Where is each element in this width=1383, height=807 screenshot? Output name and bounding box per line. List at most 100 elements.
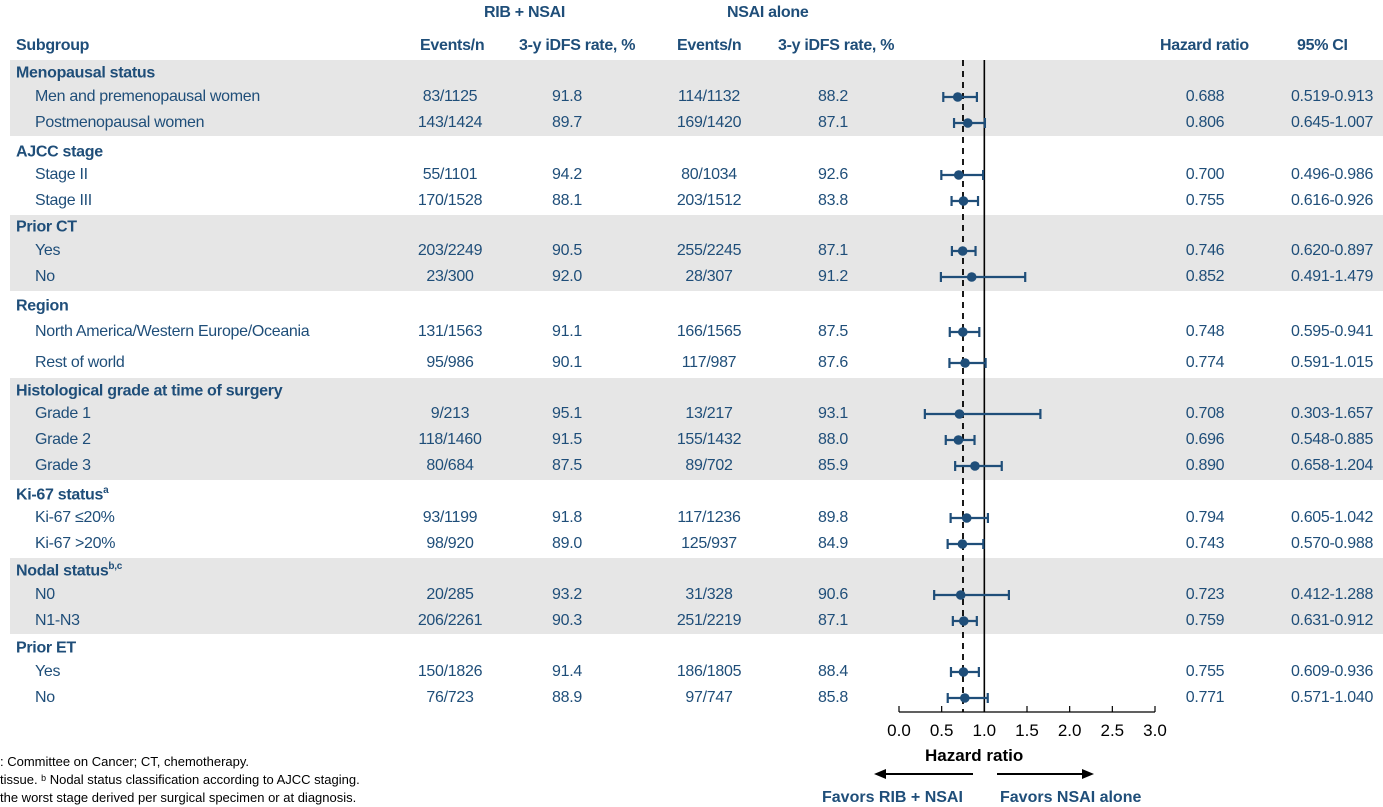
footnote-2: tissue. ᵇ Nodal status classification ac…: [0, 772, 360, 787]
row-label: Grade 1: [35, 405, 91, 422]
cell-rate-rib: 91.5: [552, 431, 582, 448]
cell-ci: 0.595-0.941: [1290, 323, 1374, 340]
header-nsai-group: NSAI alone: [727, 4, 809, 21]
cell-events-rib: 76/723: [426, 689, 474, 706]
cell-ci: 0.658-1.204: [1290, 457, 1374, 474]
cell-events-nsai: 13/217: [685, 405, 733, 422]
cell-events-rib: 206/2261: [417, 612, 483, 629]
cell-hazard-ratio: 0.696: [1185, 431, 1225, 448]
cell-events-rib: 9/213: [430, 405, 470, 422]
cell-hazard-ratio: 0.890: [1185, 457, 1225, 474]
cell-rate-rib: 90.1: [552, 354, 582, 371]
hr-point: [958, 667, 969, 677]
cell-events-rib: 203/2249: [417, 242, 483, 259]
row-label: Yes: [35, 663, 61, 680]
hr-point: [970, 461, 980, 471]
footnote-3: the worst stage derived per surgical spe…: [0, 790, 357, 805]
group-label-text: Histological grade at time of surgery: [16, 382, 283, 400]
hr-point: [959, 693, 970, 703]
group-footnote-marker: a: [103, 485, 109, 496]
header-hr: Hazard ratio: [1160, 37, 1249, 54]
cell-events-rib: 80/684: [426, 457, 474, 474]
cell-events-nsai: 31/328: [685, 586, 733, 603]
favors-nsai-arrowhead: [1082, 769, 1094, 779]
cell-rate-rib: 89.7: [552, 114, 582, 131]
cell-hazard-ratio: 0.746: [1185, 242, 1225, 259]
hr-point: [958, 327, 968, 337]
x-tick-label: 2.5: [1101, 721, 1125, 740]
cell-events-rib: 98/920: [426, 535, 474, 552]
cell-rate-rib: 90.5: [552, 242, 582, 259]
cell-rate-nsai: 83.8: [818, 192, 848, 209]
group-footnote-marker: b,c: [108, 561, 122, 572]
cell-rate-nsai: 88.4: [818, 663, 848, 680]
cell-hazard-ratio: 0.755: [1185, 663, 1225, 680]
x-tick-label: 0.5: [930, 721, 954, 740]
group-label-text: Region: [16, 297, 69, 315]
hr-point: [961, 513, 972, 523]
band-prior-ct: [10, 215, 1383, 291]
cell-rate-rib: 92.0: [552, 268, 582, 285]
cell-rate-rib: 95.1: [552, 405, 582, 422]
cell-rate-rib: 93.2: [552, 586, 582, 603]
hr-point: [958, 196, 969, 206]
hr-point: [953, 435, 964, 445]
group-label: Menopausal status: [16, 63, 155, 82]
cell-events-rib: 20/285: [426, 586, 474, 603]
cell-events-nsai: 186/1805: [676, 663, 742, 680]
group-label: Prior CT: [16, 217, 77, 236]
cell-events-nsai: 89/702: [685, 457, 733, 474]
header-subgroup: Subgroup: [16, 37, 90, 54]
cell-hazard-ratio: 0.743: [1185, 535, 1225, 552]
cell-ci: 0.620-0.897: [1290, 242, 1374, 259]
cell-events-nsai: 97/747: [685, 689, 733, 706]
cell-events-nsai: 28/307: [685, 268, 733, 285]
cell-rate-nsai: 89.8: [818, 509, 848, 526]
cell-rate-rib: 91.8: [552, 509, 582, 526]
cell-ci: 0.631-0.912: [1290, 612, 1374, 629]
band-nodal: [10, 558, 1383, 634]
cell-rate-nsai: 88.0: [818, 431, 848, 448]
row-label: Ki-67 ≤20%: [35, 509, 115, 526]
row-label: Men and premenopausal women: [35, 88, 260, 105]
cell-ci: 0.496-0.986: [1290, 166, 1374, 183]
cell-hazard-ratio: 0.748: [1185, 323, 1225, 340]
cell-hazard-ratio: 0.755: [1185, 192, 1225, 209]
cell-rate-nsai: 92.6: [818, 166, 848, 183]
cell-hazard-ratio: 0.794: [1185, 509, 1225, 526]
cell-events-rib: 23/300: [426, 268, 474, 285]
cell-hazard-ratio: 0.759: [1185, 612, 1225, 629]
row-label: No: [35, 268, 55, 285]
cell-hazard-ratio: 0.771: [1185, 689, 1225, 706]
cell-ci: 0.616-0.926: [1290, 192, 1374, 209]
cell-rate-rib: 91.8: [552, 88, 582, 105]
cell-ci: 0.412-1.288: [1290, 586, 1374, 603]
group-label: Histological grade at time of surgery: [16, 381, 283, 400]
cell-rate-nsai: 93.1: [818, 405, 848, 422]
cell-ci: 0.570-0.988: [1290, 535, 1374, 552]
group-label: AJCC stage: [16, 142, 103, 161]
cell-ci: 0.645-1.007: [1290, 114, 1374, 131]
cell-rate-nsai: 90.6: [818, 586, 848, 603]
cell-rate-rib: 87.5: [552, 457, 582, 474]
group-label-text: Nodal status: [16, 562, 109, 580]
row-label: N1-N3: [35, 612, 80, 629]
cell-events-rib: 118/1460: [418, 431, 482, 448]
footnote-1: : Committee on Cancer; CT, chemotherapy.: [0, 754, 250, 769]
cell-events-rib: 93/1199: [422, 509, 478, 526]
cell-rate-nsai: 85.8: [818, 689, 848, 706]
group-label: Ki-67 statusa: [16, 485, 109, 504]
group-label-text: Prior ET: [16, 639, 76, 657]
cell-ci: 0.609-0.936: [1290, 663, 1374, 680]
cell-rate-nsai: 91.2: [818, 268, 848, 285]
cell-rate-rib: 91.4: [552, 663, 582, 680]
cell-hazard-ratio: 0.688: [1185, 88, 1225, 105]
band-menopausal: [10, 60, 1383, 136]
cell-rate-nsai: 85.9: [818, 457, 848, 474]
row-label: Stage III: [35, 192, 92, 209]
cell-rate-nsai: 84.9: [818, 535, 848, 552]
cell-events-rib: 95/986: [426, 354, 474, 371]
row-label: N0: [35, 586, 55, 603]
cell-events-rib: 143/1424: [417, 114, 483, 131]
